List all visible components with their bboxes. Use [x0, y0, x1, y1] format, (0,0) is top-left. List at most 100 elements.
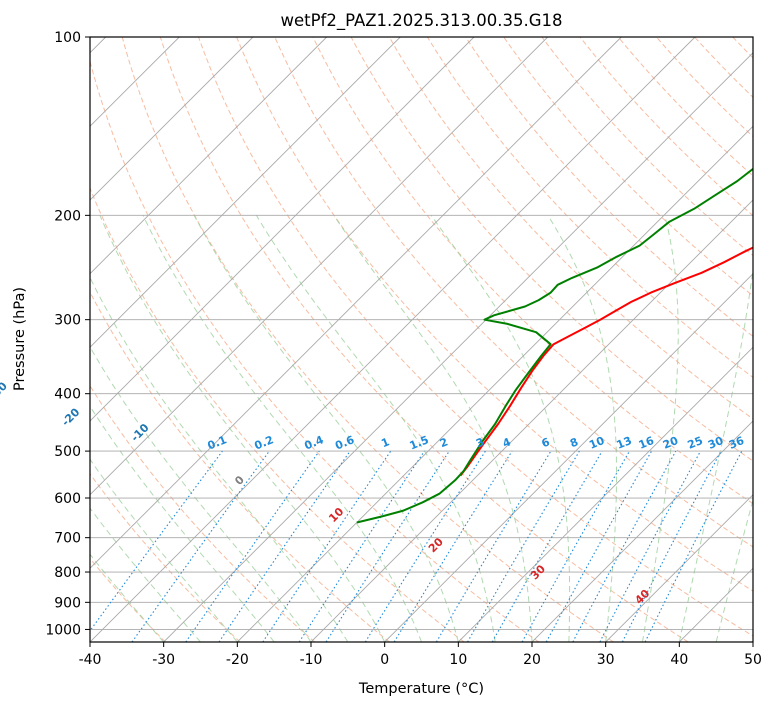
- dry-adiabat-line: [90, 291, 390, 642]
- mixing-ratio-line: [435, 450, 552, 642]
- mixing-ratio-label: 25: [686, 434, 705, 452]
- mixing-ratio-line: [521, 450, 630, 642]
- dry-adiabat-line: [274, 37, 753, 548]
- mixing-ratio-line: [572, 450, 677, 642]
- profile-series: [356, 167, 753, 524]
- moist-adiabat-line: [90, 507, 201, 642]
- x-tick-label: -10: [300, 652, 323, 668]
- isotherm-line: [605, 494, 753, 642]
- temperature-profile-line: [459, 246, 753, 477]
- mixing-ratio-label: 0.6: [333, 433, 356, 452]
- y-tick-label: 1000: [45, 622, 81, 638]
- dry-adiabat-line: [350, 37, 753, 462]
- dry-adiabat-label: 10: [326, 505, 346, 525]
- y-tick-label: 200: [54, 208, 81, 224]
- isotherm-line: [384, 273, 753, 642]
- dry-adiabat-label: 30: [528, 562, 548, 582]
- isotherm-line: [236, 125, 753, 642]
- mixing-ratio-label: 2: [438, 435, 450, 450]
- dry-adiabat-line: [503, 37, 753, 297]
- dry-adiabat-line: [694, 37, 753, 98]
- isotherm-line: [531, 420, 753, 642]
- x-tick-label: 50: [744, 652, 762, 668]
- x-axis-title: Temperature (°C): [358, 681, 484, 697]
- plot-area: 0.10.20.40.611.52346810131620253036-100-…: [0, 36, 775, 643]
- isotherm-line: [90, 37, 328, 275]
- dry-adiabat-line: [121, 37, 614, 642]
- y-axis-title: Pressure (hPa): [12, 287, 28, 391]
- isotherm-line: [457, 346, 753, 642]
- isotherm-line: [90, 37, 622, 569]
- y-tick-label: 700: [54, 531, 81, 547]
- dry-adiabat-label: 0: [232, 473, 247, 488]
- dry-adiabat-line: [90, 384, 316, 642]
- mixing-ratio-label: 1.5: [408, 433, 431, 452]
- y-tick-label: 300: [54, 313, 81, 329]
- moist-adiabat-line: [90, 405, 275, 642]
- x-tick-label: 30: [597, 652, 615, 668]
- y-axis-ticks: 100 200 300 400 500 600 700 800 900 1000: [45, 30, 90, 638]
- dry-adiabat-line: [198, 37, 753, 637]
- dry-adiabat-label: -20: [59, 405, 82, 428]
- x-tick-label: 20: [523, 652, 541, 668]
- mixing-ratio-label: 6: [540, 435, 552, 450]
- mixing-ratio-label: 0.1: [206, 433, 229, 452]
- mixing-ratio-label: 1: [379, 435, 391, 450]
- moist-adiabat-line: [678, 265, 753, 642]
- moist-adiabat-line: [547, 215, 617, 642]
- dry-adiabat-label: 40: [632, 587, 652, 607]
- isotherm-line: [90, 37, 696, 642]
- isotherm-line: [90, 37, 401, 348]
- mixing-ratio-line: [298, 450, 425, 642]
- dry-adiabat-line: [90, 472, 241, 642]
- moist-adiabat-line: [90, 458, 238, 642]
- dry-adiabat-line: [159, 37, 689, 642]
- mixing-ratio-label: 13: [615, 434, 634, 452]
- x-tick-label: -40: [79, 652, 102, 668]
- isotherm-line: [752, 641, 753, 642]
- mixing-ratio-label: 16: [637, 434, 656, 452]
- dry-adiabat-line: [90, 557, 166, 642]
- isotherm-line: [163, 52, 753, 642]
- isotherm-line: [90, 37, 549, 496]
- moist-adiabat-line: [255, 215, 496, 642]
- mixing-ratio-label: 0.2: [252, 433, 275, 452]
- mixing-ratio-line: [185, 450, 320, 642]
- moist-adiabat-line: [142, 215, 422, 642]
- dry-adiabat-line: [465, 37, 753, 338]
- x-tick-label: 0: [380, 652, 389, 668]
- mixing-ratio-line: [131, 450, 270, 642]
- dry-adiabat-label: -30: [0, 379, 10, 402]
- mixing-ratio-label: 10: [587, 434, 606, 452]
- mixing-ratio-label: 8: [568, 435, 580, 450]
- isotherm-line: [310, 199, 753, 642]
- x-tick-label: -30: [152, 652, 175, 668]
- mixing-ratio-line: [90, 450, 223, 632]
- dry-adiabat-line: [541, 37, 753, 257]
- moist-adiabat-line: [90, 345, 312, 642]
- isotherm-line: [678, 567, 753, 642]
- y-tick-label: 100: [54, 30, 81, 46]
- background-lines: [90, 37, 775, 642]
- mixing-ratio-line: [325, 450, 450, 642]
- moist-adiabat-line: [193, 215, 459, 642]
- y-tick-label: 800: [54, 565, 81, 581]
- moist-adiabat-line: [430, 215, 571, 642]
- y-tick-label: 900: [54, 595, 81, 611]
- mixing-ratio-label: 20: [661, 434, 680, 452]
- x-tick-label: -20: [226, 652, 249, 668]
- x-tick-label: 10: [449, 652, 467, 668]
- dry-adiabat-line: [656, 37, 753, 138]
- chart-title: wetPf2_PAZ1.2025.313.00.35.G18: [280, 11, 562, 31]
- y-tick-label: 500: [54, 444, 81, 460]
- mixing-ratio-line: [393, 450, 513, 642]
- dry-adiabat-line: [771, 37, 775, 642]
- dry-adiabat-line: [426, 37, 753, 379]
- moist-adiabat-line: [642, 215, 679, 642]
- dry-adiabat-line: [236, 37, 753, 592]
- mixing-ratio-line: [262, 450, 392, 642]
- mixing-ratio-line: [218, 450, 351, 642]
- x-axis-ticks: -40 -30 -20 -10 0 10 20 30 40 50: [79, 642, 762, 668]
- moist-adiabat-line: [333, 215, 533, 642]
